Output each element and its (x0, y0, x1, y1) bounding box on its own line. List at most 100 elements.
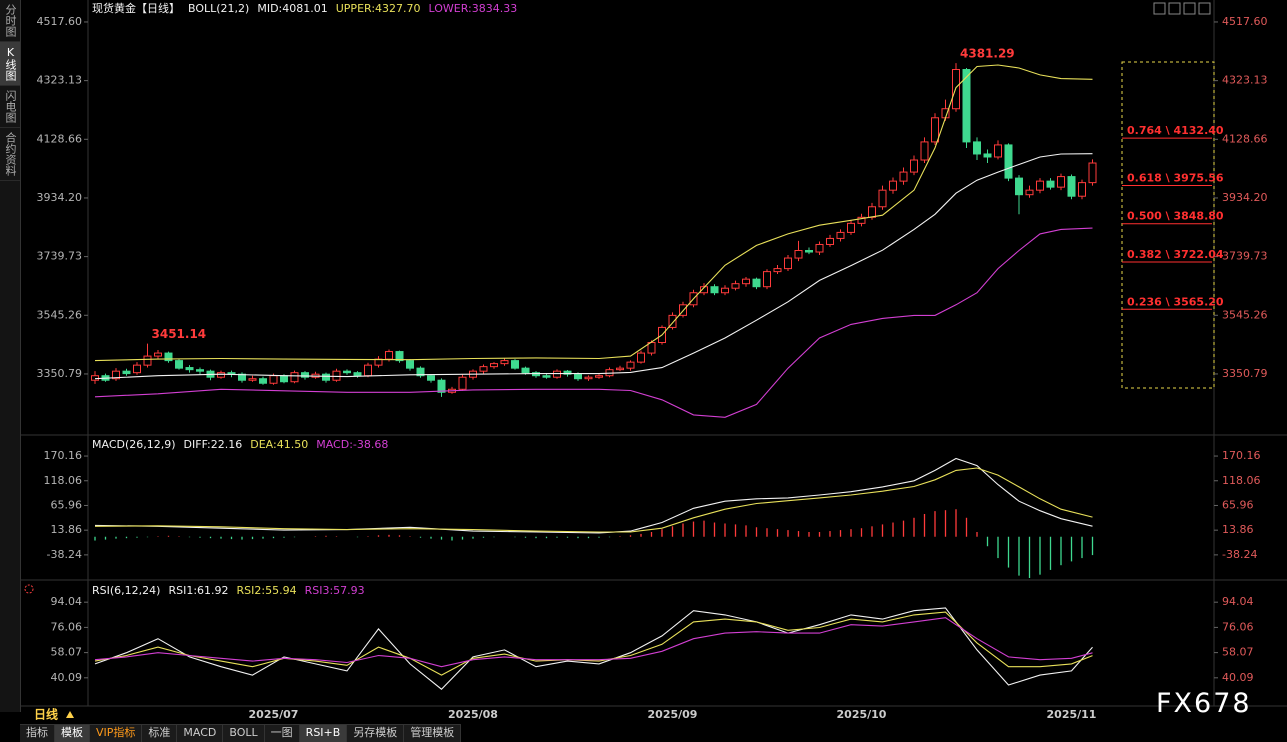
toolbar-tab[interactable]: 标准 (142, 725, 178, 742)
candle-body (1004, 144, 1013, 179)
candle-body (353, 372, 362, 377)
fib-label: 0.764 \ 4132.40 (1127, 124, 1224, 137)
candle-body (920, 141, 929, 161)
candle-body (962, 69, 971, 143)
legend-item: DIFF:22.16 (184, 438, 243, 451)
candle-body (626, 361, 635, 369)
sidebar-tab[interactable]: 闪电图 (0, 86, 20, 128)
toolbar-tab[interactable]: 一图 (264, 725, 300, 742)
toolbar-tab[interactable]: MACD (177, 725, 224, 742)
candle-body (1025, 189, 1034, 196)
icon[interactable] (1183, 2, 1196, 15)
toolbar: 指标 模板 VIP指标 标准 MACD BOLL 一图 RSI+B 另存模板 管理模板 (20, 724, 462, 742)
indicator-line (94, 467, 1093, 533)
candle-body (616, 367, 624, 371)
period-arrow[interactable] (66, 711, 74, 718)
candle-body (301, 372, 309, 378)
indicator-line (94, 227, 1093, 418)
toolbar-tab[interactable]: 另存模板 (347, 725, 405, 742)
candle-body (805, 250, 813, 253)
y-tick-label: 65.96 (51, 498, 83, 511)
candle-body (868, 206, 876, 218)
candle-body (143, 355, 152, 366)
candle-body (437, 379, 446, 393)
y-tick-label: 3545.26 (37, 308, 83, 321)
legend-item: RSI(6,12,24) (92, 584, 160, 597)
candle-body (175, 360, 183, 369)
y-tick-label: -38.24 (47, 548, 82, 561)
toolbar-tab[interactable]: 指标 (20, 725, 55, 742)
toolbar-tab[interactable]: BOLL (223, 725, 265, 742)
candle-body (133, 364, 141, 374)
y-tick-label: 13.86 (1222, 523, 1254, 536)
candle-body (784, 257, 792, 270)
y-tick-label: 3934.20 (37, 191, 83, 204)
candle-body (490, 363, 498, 368)
sidebar-tab[interactable]: 合约资料 (0, 128, 20, 181)
candle-body (269, 375, 278, 384)
candle-body (280, 375, 288, 383)
legend-item: BOLL(21,2) (188, 2, 249, 15)
fib-label: 0.618 \ 3975.56 (1127, 171, 1224, 184)
candle-body (1046, 180, 1055, 188)
candle-body (815, 243, 824, 253)
y-tick-label: 3739.73 (37, 250, 83, 263)
candle-body (164, 352, 173, 362)
indicator-line (94, 64, 1093, 362)
candle-body (521, 367, 530, 374)
candle-body (878, 189, 887, 208)
y-tick-label: 58.07 (51, 646, 83, 659)
candle-body (427, 375, 435, 381)
candle-body (752, 278, 761, 288)
icon[interactable] (1153, 2, 1166, 15)
icon[interactable] (1198, 2, 1211, 15)
candle-body (154, 352, 162, 357)
y-tick-label: 170.16 (44, 449, 83, 462)
toolbar-tab[interactable]: VIP指标 (90, 725, 143, 742)
candle-body (259, 378, 267, 384)
candle-body (112, 370, 120, 380)
legend-item: RSI2:55.94 (237, 584, 297, 597)
candle-body (122, 370, 131, 375)
candle-body (185, 367, 194, 371)
period-label[interactable]: 日线 (34, 707, 58, 722)
y-tick-label: 118.06 (44, 474, 83, 487)
candle-body (637, 352, 645, 363)
candle-body (542, 375, 551, 378)
sidebar-tab[interactable]: K线图 (0, 42, 20, 86)
sidebar-tab[interactable]: 分时图 (0, 0, 20, 42)
candle-body (794, 250, 803, 259)
toolbar-tab[interactable]: RSI+B (299, 725, 348, 742)
candle-body (406, 360, 414, 369)
candle-body (196, 369, 204, 372)
candle-body (773, 268, 782, 273)
x-tick-label: 2025/10 (837, 708, 887, 721)
legend-item: MACD:-38.68 (316, 438, 388, 451)
indicator-line (94, 153, 1093, 380)
x-tick-label: 2025/08 (448, 708, 498, 721)
toolbar-tab[interactable]: 管理模板 (404, 725, 462, 742)
toolbar-tab[interactable]: 模板 (55, 725, 90, 742)
fib-label: 0.382 \ 3722.04 (1127, 248, 1224, 261)
candle-body (343, 370, 351, 374)
y-tick-label: 76.06 (51, 620, 83, 633)
legend-item: 现货黄金【日线】 (92, 1, 180, 15)
candle-body (700, 286, 708, 294)
candle-body (994, 144, 1002, 158)
y-tick-label: 40.09 (1222, 671, 1254, 684)
icon[interactable] (1168, 2, 1181, 15)
candle-body (857, 216, 866, 224)
candle-body (500, 360, 509, 365)
candle-body (416, 367, 425, 377)
legend-item: LOWER:3834.33 (429, 2, 518, 15)
y-tick-label: 3545.26 (1222, 308, 1268, 321)
candle-body (553, 370, 561, 378)
candle-body (364, 364, 372, 377)
candle-body (1057, 176, 1065, 188)
indicator-line (94, 617, 1093, 668)
y-tick-label: 3350.79 (37, 367, 83, 380)
candle-body (563, 370, 572, 375)
x-tick-label: 2025/11 (1047, 708, 1097, 721)
